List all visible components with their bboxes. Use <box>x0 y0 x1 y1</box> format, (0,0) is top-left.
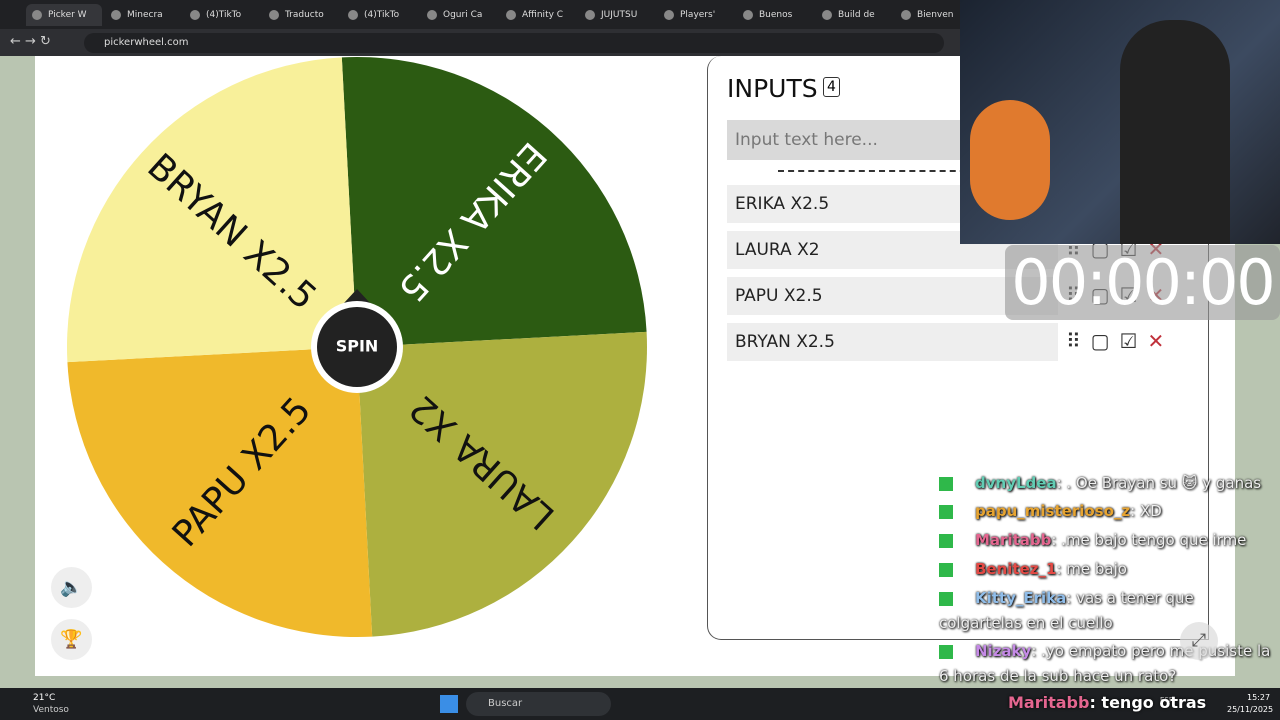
chat-badge <box>939 477 953 491</box>
tab-icon <box>348 10 358 20</box>
tab-title: (4)TikTo <box>364 10 400 20</box>
chat-text: : . Oe Brayan su 🐱 y ganas <box>1056 474 1262 492</box>
language: ESP <box>1160 696 1174 704</box>
chat-user: Kitty_Erika <box>975 589 1067 607</box>
chat-badge <box>939 505 953 519</box>
highlight-text: : tengo otras <box>1089 693 1207 712</box>
wheel-segment <box>67 347 373 637</box>
tab-icon <box>427 10 437 20</box>
chat-badge <box>939 645 953 659</box>
entry: PAPU X2.5 <box>727 277 1058 315</box>
chat-highlight: Maritabb: tengo otras <box>940 693 1206 712</box>
temperature: 21°C <box>33 693 56 703</box>
webcam <box>960 0 1280 244</box>
tab[interactable]: Picker W <box>26 4 102 26</box>
tab-icon <box>743 10 753 20</box>
tab-title: Affinity C <box>522 10 564 20</box>
tab-title: Buenos <box>759 10 793 20</box>
chat-user: dvnyLdea <box>975 474 1057 492</box>
url[interactable]: pickerwheel.com <box>84 33 944 53</box>
search-box[interactable]: Buscar <box>466 692 611 716</box>
chat-text: : vas a tener que colgartelas en el cuel… <box>939 589 1194 632</box>
inputs-title: INPUTS <box>727 74 818 103</box>
tab[interactable]: Buenos <box>737 4 813 26</box>
tab-icon <box>506 10 516 20</box>
tab-title: Players' <box>680 10 716 20</box>
chat-badge <box>939 534 953 548</box>
plush <box>970 100 1050 220</box>
chat-message: Nizaky: .yo empato pero me pusiste la 6 … <box>939 639 1279 689</box>
tab-title: (4)TikTo <box>206 10 242 20</box>
tab[interactable]: Affinity C <box>500 4 576 26</box>
highlight-user: Maritabb <box>1008 693 1090 712</box>
tab-icon <box>269 10 279 20</box>
wheel-segment <box>341 57 647 348</box>
tab-title: Build de <box>838 10 875 20</box>
chat-message: Maritabb: .me bajo tengo que irme <box>939 528 1279 553</box>
chat-text: : me bajo <box>1056 560 1127 578</box>
nav-buttons[interactable]: ← → ↻ <box>10 34 51 49</box>
taskbar: 21°C Ventoso Buscar ESP 15:27 25/11/2025 <box>0 688 1280 720</box>
tab[interactable]: JUJUTSU <box>579 4 655 26</box>
chat-user: Maritabb <box>975 531 1052 549</box>
tab-icon <box>111 10 121 20</box>
trophy-button[interactable]: 🏆 <box>51 619 92 660</box>
timer: 00:00:00 <box>1005 245 1280 320</box>
wheel-segment <box>357 331 647 637</box>
tab-title: Bienven <box>917 10 954 20</box>
expand-button[interactable]: ⤢ <box>1180 622 1218 660</box>
tab[interactable]: (4)TikTo <box>342 4 418 26</box>
tab-icon <box>32 10 42 20</box>
tab-icon <box>901 10 911 20</box>
chat-badge <box>939 563 953 577</box>
tab-icon <box>664 10 674 20</box>
clock-time: 15:27 <box>1247 693 1271 702</box>
tab-icon <box>585 10 595 20</box>
entry-actions[interactable]: ⠿▢☑✕ <box>1066 329 1175 353</box>
chat-message: papu_misterioso_z: XD <box>939 499 1279 524</box>
sound-button[interactable]: 🔈 <box>51 567 92 608</box>
tab-title: Traducto <box>285 10 324 20</box>
entry: BRYAN X2.5 <box>727 323 1058 361</box>
tab[interactable]: Oguri Ca <box>421 4 497 26</box>
chat-text: : XD <box>1130 502 1162 520</box>
chat-user: papu_misterioso_z <box>975 502 1131 520</box>
tab[interactable]: Minecra <box>105 4 181 26</box>
inputs-count: 4 <box>823 77 840 97</box>
tab-icon <box>190 10 200 20</box>
chat-user: Nizaky <box>975 642 1032 660</box>
tab-title: Oguri Ca <box>443 10 483 20</box>
tab-title: Picker W <box>48 10 87 20</box>
tab-title: JUJUTSU <box>601 10 638 20</box>
chat-message: dvnyLdea: . Oe Brayan su 🐱 y ganas <box>939 471 1279 496</box>
tab[interactable]: Bienven <box>895 4 971 26</box>
spin-button[interactable] <box>317 307 397 387</box>
tab[interactable]: (4)TikTo <box>184 4 260 26</box>
tab[interactable]: Build de <box>816 4 892 26</box>
tab[interactable]: Traducto <box>263 4 339 26</box>
clock-date: 25/11/2025 <box>1227 705 1274 714</box>
wheel-segment <box>67 57 358 363</box>
chat-badge <box>939 592 953 606</box>
weather: Ventoso <box>33 705 69 715</box>
person <box>1120 20 1230 244</box>
spin-label: SPIN <box>336 337 379 356</box>
tab-icon <box>822 10 832 20</box>
tab-title: Minecra <box>127 10 163 20</box>
tab[interactable]: Players' <box>658 4 734 26</box>
chat-user: Benitez_1 <box>975 560 1057 578</box>
start-button[interactable] <box>440 695 458 713</box>
chat-message: Kitty_Erika: vas a tener que colgartelas… <box>939 586 1279 636</box>
chat-text: : .me bajo tengo que irme <box>1051 531 1247 549</box>
chat-message: Benitez_1: me bajo <box>939 557 1279 582</box>
